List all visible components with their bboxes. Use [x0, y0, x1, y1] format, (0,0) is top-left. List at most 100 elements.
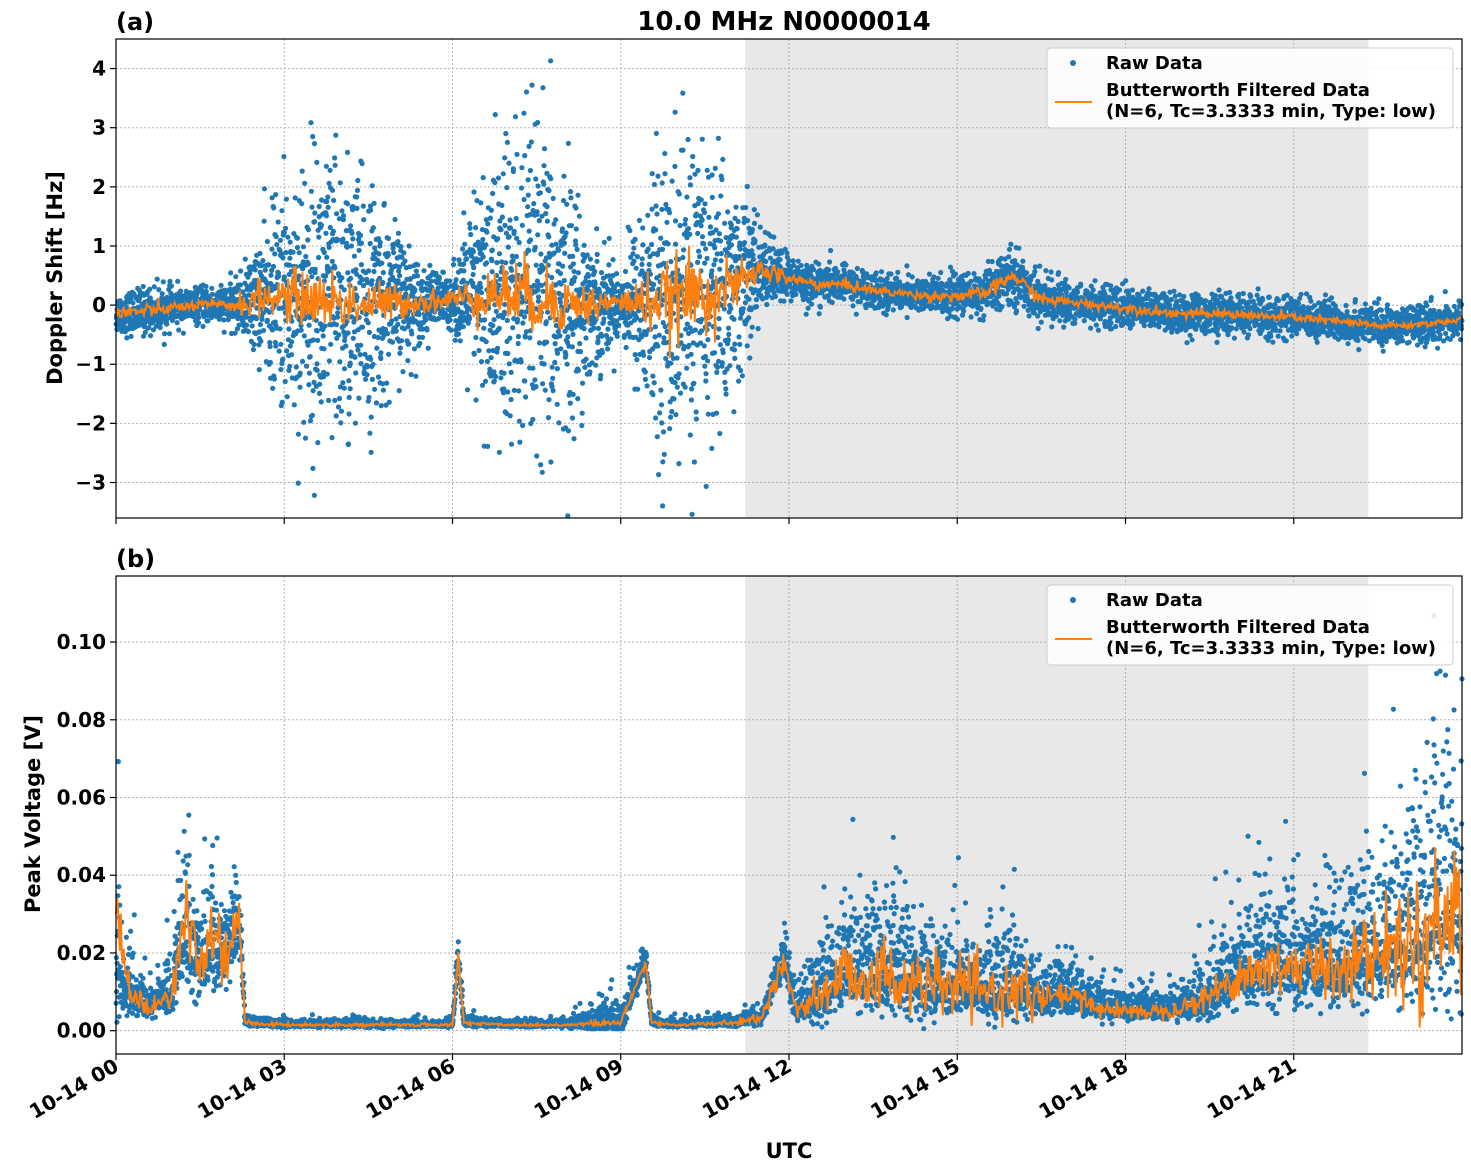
- panel-a-raw-point: [682, 216, 689, 223]
- panel-a-raw-point: [364, 372, 370, 378]
- panel-a-raw-point: [369, 278, 375, 284]
- panel-a-raw-point: [699, 328, 705, 334]
- panel-a-raw-point: [526, 143, 532, 149]
- panel-a-raw-point: [414, 273, 421, 279]
- panel-a-raw-point: [319, 197, 325, 203]
- panel-a-raw-point: [660, 459, 666, 465]
- panel-a-raw-point: [541, 181, 547, 187]
- panel-a-raw-point: [269, 246, 275, 252]
- panel-a-raw-point: [725, 325, 732, 331]
- panel-a-raw-point: [980, 317, 986, 323]
- panel-a-raw-point: [221, 329, 227, 335]
- panel-a-raw-point: [264, 280, 270, 286]
- panel-a-raw-point: [146, 325, 152, 331]
- panel-a-raw-point: [1088, 325, 1094, 331]
- panel-a-raw-point: [521, 314, 528, 320]
- panel-a-raw-point: [632, 352, 638, 358]
- panel-a-raw-point: [1006, 246, 1013, 252]
- panel-a-raw-point: [523, 309, 529, 315]
- panel-a-raw-point: [817, 304, 824, 310]
- panel-a-raw-point: [130, 300, 136, 306]
- panel-a-raw-point: [726, 331, 732, 337]
- panel-a-raw-point: [327, 167, 333, 173]
- panel-a-raw-point: [320, 333, 326, 339]
- panel-a-raw-point: [528, 139, 535, 145]
- panel-a-raw-point: [744, 343, 750, 349]
- panel-a-raw-point: [952, 271, 959, 277]
- panel-a-raw-point: [300, 244, 307, 250]
- panel-a-raw-point: [723, 391, 729, 397]
- panel-a-raw-point: [749, 324, 755, 330]
- panel-a-raw-point: [502, 222, 508, 228]
- panel-a-raw-point: [816, 261, 822, 267]
- panel-a-raw-point: [148, 333, 154, 339]
- panel-a-raw-point: [1130, 321, 1136, 327]
- panel-a-raw-point: [327, 224, 333, 231]
- panel-a-raw-point: [530, 416, 536, 423]
- panel-a-raw-point: [662, 171, 668, 177]
- panel-a-raw-point: [277, 237, 283, 243]
- panel-a-raw-point: [376, 251, 382, 257]
- panel-a-raw-point: [718, 251, 724, 257]
- panel-a-raw-point: [575, 396, 581, 402]
- panel-a-raw-point: [344, 201, 351, 207]
- panel-a-raw-point: [301, 419, 307, 425]
- panel-a-raw-point: [662, 150, 668, 157]
- panel-a-raw-point: [500, 171, 506, 177]
- panel-a-raw-point: [360, 203, 366, 209]
- panel-a-raw-point: [378, 355, 384, 362]
- panel-a-raw-point: [456, 257, 462, 263]
- panel-a-raw-point: [496, 282, 502, 288]
- panel-a-raw-point: [273, 343, 279, 349]
- panel-a-raw-point: [143, 318, 149, 324]
- panel-a-raw-point: [559, 226, 566, 232]
- panel-a-raw-point: [424, 293, 430, 299]
- panel-a-raw-point: [697, 254, 703, 260]
- panel-a-raw-point: [342, 337, 348, 343]
- panel-a-raw-point: [567, 400, 573, 406]
- panel-a-raw-point: [348, 223, 354, 229]
- panel-a-raw-point: [658, 235, 664, 241]
- panel-a-raw-point: [384, 331, 391, 337]
- panel-a-raw-point: [378, 403, 384, 409]
- panel-a-raw-point: [279, 208, 285, 214]
- panel-a-raw-point: [323, 213, 330, 219]
- panel-a-raw-point: [809, 301, 815, 307]
- panel-a-raw-point: [341, 287, 347, 293]
- panel-a-raw-point: [695, 230, 701, 236]
- panel-a-label: (a): [116, 8, 154, 36]
- panel-a-raw-point: [307, 354, 313, 360]
- panel-a-raw-point: [341, 385, 347, 391]
- panel-a-raw-point: [999, 304, 1005, 310]
- panel-a-raw-point: [594, 258, 600, 264]
- panel-a-raw-point: [1061, 324, 1067, 330]
- panel-a-raw-point: [671, 396, 677, 402]
- panel-a-raw-point: [281, 153, 287, 160]
- panel-a-raw-point: [351, 253, 357, 259]
- panel-a-raw-point: [267, 339, 273, 346]
- panel-a-raw-point: [482, 378, 489, 384]
- panel-a-raw-point: [403, 291, 409, 297]
- panel-a-raw-point: [386, 399, 392, 405]
- panel-a-raw-point: [338, 420, 344, 426]
- panel-a-raw-point: [399, 254, 405, 260]
- panel-a-raw-point: [257, 329, 263, 335]
- panel-a-raw-point: [1056, 270, 1062, 276]
- panel-a-raw-point: [420, 279, 426, 285]
- panel-a-raw-point: [784, 291, 790, 297]
- panel-a-raw-point: [926, 271, 933, 277]
- panel-a-raw-point: [299, 168, 305, 174]
- panel-a-raw-point: [468, 231, 474, 238]
- panel-a-raw-point: [261, 218, 267, 224]
- panel-a-raw-point: [579, 422, 585, 429]
- panel-a-raw-point: [358, 361, 364, 367]
- panel-a-raw-point: [716, 326, 722, 332]
- panel-a-raw-point: [162, 331, 168, 337]
- panel-a-raw-point: [672, 218, 679, 224]
- panel-a-raw-point: [682, 221, 688, 227]
- panel-a-raw-point: [531, 201, 537, 207]
- panel-a-raw-point: [965, 270, 971, 276]
- panel-a-raw-point: [564, 361, 570, 367]
- panel-a-raw-point: [1048, 269, 1054, 275]
- panel-a-raw-point: [358, 342, 364, 348]
